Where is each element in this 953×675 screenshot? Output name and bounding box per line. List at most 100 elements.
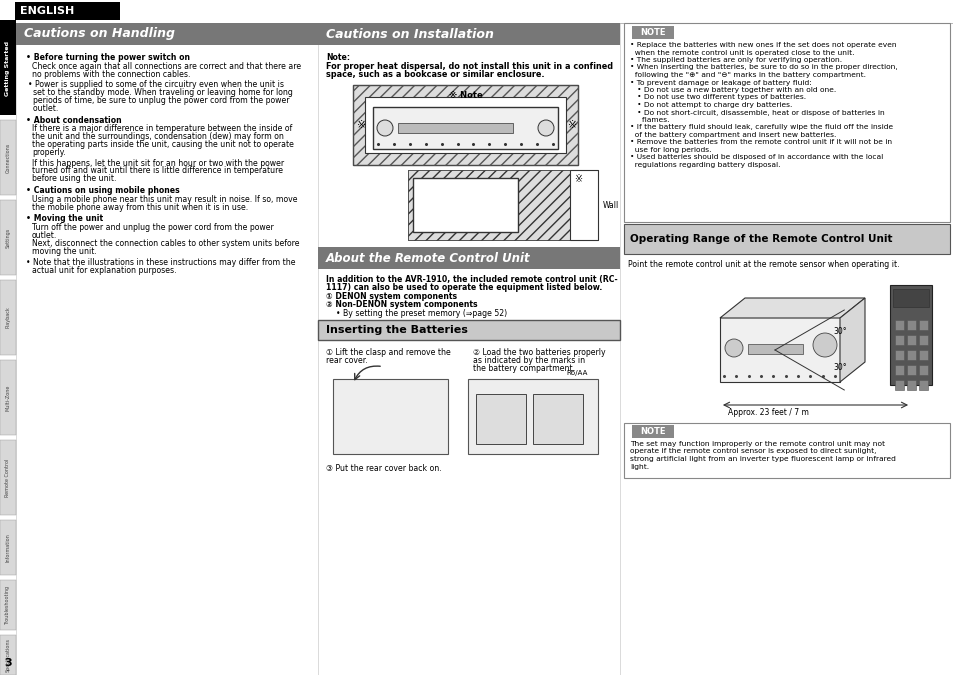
Text: • To prevent damage or leakage of battery fluid:: • To prevent damage or leakage of batter… [629, 80, 811, 86]
Bar [468, 379, 598, 454]
Bar [906, 335, 915, 345]
Circle shape [537, 120, 554, 136]
Text: turned off and wait until there is little difference in temperature: turned off and wait until there is littl… [32, 167, 283, 176]
Text: • If the battery fluid should leak, carefully wipe the fluid off the inside: • If the battery fluid should leak, care… [629, 124, 892, 130]
Text: regulations regarding battery disposal.: regulations regarding battery disposal. [629, 162, 780, 168]
Bar [0, 120, 16, 195]
Bar [373, 107, 558, 149]
Bar [623, 423, 949, 478]
Text: set to the standby mode. When traveling or leaving home for long: set to the standby mode. When traveling … [28, 88, 293, 97]
Text: rear cover.: rear cover. [326, 356, 367, 365]
Bar [631, 425, 673, 438]
Text: Connections: Connections [6, 142, 10, 173]
Bar [408, 170, 598, 240]
Text: • Used batteries should be disposed of in accordance with the local: • Used batteries should be disposed of i… [629, 155, 882, 161]
Text: • The supplied batteries are only for verifying operation.: • The supplied batteries are only for ve… [629, 57, 841, 63]
Text: the unit and the surroundings, condensation (dew) may form on: the unit and the surroundings, condensat… [32, 132, 284, 141]
Bar [623, 23, 949, 222]
Bar [906, 320, 915, 330]
Text: About the Remote Control Unit: About the Remote Control Unit [326, 252, 530, 265]
Bar [720, 317, 840, 382]
Text: ※: ※ [574, 174, 581, 184]
Bar [413, 178, 517, 232]
Bar [333, 379, 448, 454]
Text: Approx. 23 feet / 7 m: Approx. 23 feet / 7 m [727, 408, 808, 417]
Text: Specifications: Specifications [6, 638, 10, 672]
Text: use for long periods.: use for long periods. [629, 147, 711, 153]
Text: • Power is supplied to some of the circuitry even when the unit is: • Power is supplied to some of the circu… [28, 80, 284, 89]
Text: Wall: Wall [602, 200, 618, 209]
Bar [0, 200, 16, 275]
Circle shape [376, 120, 393, 136]
Text: Remote Control: Remote Control [6, 458, 10, 497]
Bar [317, 247, 619, 269]
Text: Inserting the Batteries: Inserting the Batteries [326, 325, 467, 335]
Text: • Note that the illustrations in these instructions may differ from the: • Note that the illustrations in these i… [26, 259, 295, 267]
Bar [906, 350, 915, 360]
Text: The set may function improperly or the remote control unit may not: The set may function improperly or the r… [629, 441, 884, 447]
Text: strong artificial light from an inverter type fluorescent lamp or infrared: strong artificial light from an inverter… [629, 456, 895, 462]
Bar [15, 2, 120, 20]
Text: • Replace the batteries with new ones if the set does not operate even: • Replace the batteries with new ones if… [629, 42, 896, 48]
Bar [476, 394, 525, 443]
Bar [0, 520, 16, 575]
Text: NOTE: NOTE [639, 427, 665, 436]
Bar [569, 170, 598, 240]
Text: outlet.: outlet. [28, 104, 58, 113]
Text: • Cautions on using mobile phones: • Cautions on using mobile phones [26, 186, 179, 195]
Bar [892, 289, 928, 307]
Bar [894, 320, 903, 330]
Bar [918, 350, 927, 360]
Text: when the remote control unit is operated close to the unit.: when the remote control unit is operated… [629, 49, 854, 55]
Text: Multi-Zone: Multi-Zone [6, 384, 10, 410]
Text: R6/AA: R6/AA [566, 370, 587, 375]
Text: • Do not short-circuit, disassemble, heat or dispose of batteries in: • Do not short-circuit, disassemble, hea… [629, 109, 883, 115]
Text: periods of time, be sure to unplug the power cord from the power: periods of time, be sure to unplug the p… [28, 96, 289, 105]
Text: Troubleshooting: Troubleshooting [6, 585, 10, 624]
Bar [918, 320, 927, 330]
Text: Cautions on Handling: Cautions on Handling [24, 28, 174, 40]
Text: properly.: properly. [32, 148, 66, 157]
Text: • By setting the preset memory (⇒page 52): • By setting the preset memory (⇒page 52… [335, 309, 507, 318]
Bar [533, 394, 582, 443]
Bar [894, 350, 903, 360]
Text: ① Lift the clasp and remove the: ① Lift the clasp and remove the [326, 348, 450, 357]
Bar [747, 344, 802, 354]
Bar [0, 635, 16, 675]
Bar [353, 85, 578, 165]
Bar [894, 335, 903, 345]
Bar [918, 380, 927, 390]
Text: Playback: Playback [6, 306, 10, 328]
Bar [353, 85, 578, 165]
Bar [906, 380, 915, 390]
Text: following the "⊕" and "⊖" marks in the battery compartment.: following the "⊕" and "⊖" marks in the b… [629, 72, 865, 78]
Text: Operating Range of the Remote Control Unit: Operating Range of the Remote Control Un… [629, 234, 892, 244]
Text: ※: ※ [567, 120, 577, 130]
Bar [0, 360, 16, 435]
Text: Turn off the power and unplug the power cord from the power: Turn off the power and unplug the power … [32, 223, 274, 232]
Bar [0, 280, 16, 355]
Text: ③ Put the rear cover back on.: ③ Put the rear cover back on. [326, 464, 441, 472]
Text: ① DENON system components: ① DENON system components [326, 292, 456, 300]
Text: • Do not use a new battery together with an old one.: • Do not use a new battery together with… [629, 87, 836, 93]
Text: space, such as a bookcase or similar enclosure.: space, such as a bookcase or similar enc… [326, 70, 544, 79]
Bar [631, 26, 673, 39]
Text: the mobile phone away from this unit when it is in use.: the mobile phone away from this unit whe… [32, 202, 248, 211]
Text: flames.: flames. [629, 117, 669, 123]
Text: If there is a major difference in temperature between the inside of: If there is a major difference in temper… [32, 124, 292, 134]
Text: ENGLISH: ENGLISH [20, 6, 74, 16]
Text: • Moving the unit: • Moving the unit [26, 215, 103, 223]
Text: • Before turning the power switch on: • Before turning the power switch on [26, 53, 190, 62]
Text: Next, disconnect the connection cables to other system units before: Next, disconnect the connection cables t… [32, 239, 299, 248]
Bar [365, 97, 565, 153]
Text: ※ Note: ※ Note [448, 91, 482, 100]
Bar [0, 440, 16, 515]
Text: • About condensation: • About condensation [26, 115, 121, 125]
Text: actual unit for explanation purposes.: actual unit for explanation purposes. [32, 266, 176, 275]
Bar [0, 20, 16, 115]
Text: 30°: 30° [832, 364, 845, 373]
Text: • Remove the batteries from the remote control unit if it will not be in: • Remove the batteries from the remote c… [629, 140, 891, 146]
Text: ② Non-DENON system components: ② Non-DENON system components [326, 300, 477, 309]
Text: Using a mobile phone near this unit may result in noise. If so, move: Using a mobile phone near this unit may … [32, 195, 297, 204]
Text: the operating parts inside the unit, causing the unit not to operate: the operating parts inside the unit, cau… [32, 140, 294, 149]
